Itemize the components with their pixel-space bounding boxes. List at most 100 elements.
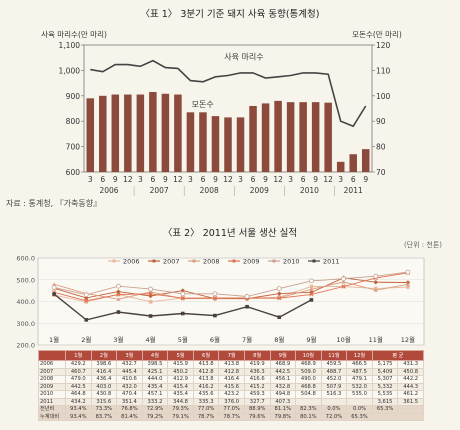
chart2-point bbox=[116, 289, 121, 294]
table-cell: 2007 bbox=[38, 367, 66, 376]
table-cell: 351.4 bbox=[116, 397, 143, 406]
table-cell: 504.8 bbox=[295, 390, 322, 399]
chart2-point bbox=[148, 300, 153, 304]
table-cell: 5,307 bbox=[371, 375, 399, 384]
chart1-bar bbox=[311, 102, 320, 172]
table-cell: 65.3% bbox=[346, 412, 373, 421]
chart2-point bbox=[245, 304, 249, 309]
chart1-left-tick: 1,000 bbox=[59, 66, 81, 75]
chart1-x-tick: 12 bbox=[173, 175, 183, 184]
chart2-y-tick: 400.0 bbox=[16, 298, 35, 306]
table-header-cell: 9월 bbox=[269, 350, 297, 361]
chart1-line-label: 사육 마리수 bbox=[224, 52, 263, 61]
table-cell: 79.8% bbox=[269, 412, 297, 421]
table-cell: 333.2 bbox=[141, 397, 169, 406]
chart2-point bbox=[148, 314, 153, 318]
chart2-point bbox=[245, 296, 249, 301]
chart1-bar bbox=[224, 117, 232, 172]
chart1-year-label: 2008 bbox=[200, 186, 219, 195]
table-cell bbox=[346, 397, 373, 406]
chart2-point bbox=[405, 270, 411, 275]
table-cell: 2009 bbox=[38, 382, 66, 391]
chart2-point bbox=[373, 275, 378, 281]
table-header-cell: 10월 bbox=[295, 350, 322, 361]
chart1-bar bbox=[161, 93, 170, 172]
table-cell: 78.7% bbox=[218, 412, 245, 421]
table-cell: 415.4 bbox=[167, 382, 194, 391]
chart2-legend-label: 2010 bbox=[283, 257, 300, 265]
chart1-bar bbox=[236, 117, 245, 172]
table-cell: 490.0 bbox=[295, 375, 322, 384]
chart1-x-tick: 9 bbox=[213, 175, 218, 184]
table-cell: 516.3 bbox=[320, 390, 348, 399]
chart2-point bbox=[148, 293, 153, 299]
table-row: 2007 460.7 416.4 445.4 425.1 450.2 412.8 412.8 4… bbox=[38, 367, 424, 376]
table-cell: 0.0% bbox=[346, 405, 373, 414]
chart1-line-series bbox=[90, 59, 367, 128]
table-cell: 442.5 bbox=[65, 382, 92, 391]
table-cell: 423.2 bbox=[218, 390, 245, 399]
table-cell: 436.4 bbox=[90, 375, 118, 384]
table-cell: 79.2% bbox=[141, 412, 169, 421]
chart2-point bbox=[213, 313, 217, 318]
table-cell: 487.5 bbox=[346, 367, 373, 376]
table-cell: 77.0% bbox=[218, 405, 245, 414]
table-row: 2011 434.2 315.6 351.4 333.2 344.8 335.3 376.0 3… bbox=[38, 397, 424, 406]
table-cell: 93.4% bbox=[65, 405, 92, 414]
chart1-x-tick: 9 bbox=[363, 175, 368, 184]
chart2-point bbox=[84, 291, 89, 296]
chart1-bar-label: 모돈수 bbox=[192, 100, 214, 109]
chart1-bar bbox=[199, 112, 207, 172]
chart2-point bbox=[148, 291, 153, 296]
table-cell: 80.1% bbox=[295, 412, 322, 421]
chart2-point bbox=[341, 284, 346, 289]
table-row: 누계대비 93.4% 83.7% 81.4% 79.2% 79.1% 78.7% 78.7% 7… bbox=[38, 412, 424, 421]
chart2-point bbox=[148, 286, 153, 292]
table-header-cell: 12월 bbox=[346, 350, 373, 361]
chart1-x-tick: 6 bbox=[301, 175, 306, 184]
chart1-x-tick: 6 bbox=[351, 175, 356, 184]
table-cell: 479.1 bbox=[346, 375, 373, 384]
table-cell: 77.0% bbox=[192, 405, 220, 414]
table-header-cell: 4월 bbox=[141, 350, 169, 361]
chart1-right-axis-label: 모돈수(만 마리) bbox=[352, 30, 402, 39]
chart2-point bbox=[309, 298, 314, 302]
chart2-point bbox=[309, 289, 314, 295]
table-cell: 450.8 bbox=[397, 367, 424, 376]
chart2-point bbox=[373, 288, 378, 292]
chart2-point bbox=[309, 287, 314, 291]
chart1-left-tick: 800 bbox=[66, 117, 81, 126]
chart1-right-tick: 100 bbox=[376, 92, 391, 101]
table-cell: 415.2 bbox=[243, 382, 271, 391]
chart2-y-tick: 500.0 bbox=[16, 276, 35, 284]
chart2-point bbox=[277, 295, 282, 299]
table-cell: 376.0 bbox=[218, 397, 245, 406]
chart2-x-tick: 11월 bbox=[369, 335, 383, 344]
chart1-year-label: 2011 bbox=[344, 186, 363, 195]
table-cell: 450.2 bbox=[167, 367, 194, 376]
table-row: 전년비 93.4% 73.3% 76.8% 72.9% 79.3% 77.0% 77.0% 88… bbox=[38, 405, 424, 414]
chart1-bar bbox=[174, 94, 182, 172]
table-cell: 82.3% bbox=[295, 405, 322, 414]
table-cell: 416.2 bbox=[192, 382, 220, 391]
chart2-point bbox=[373, 279, 379, 285]
chart2-point bbox=[341, 284, 346, 289]
table-row: 2009 442.5 403.0 432.0 435.4 415.4 416.2 415.6 4… bbox=[38, 382, 424, 391]
table-cell: 398.5 bbox=[141, 360, 169, 369]
chart1-year-label: 2009 bbox=[250, 186, 269, 195]
table-cell bbox=[295, 397, 322, 406]
chart2-point bbox=[180, 296, 185, 301]
chart2-legend-marker bbox=[192, 259, 196, 263]
table-cell: 452.0 bbox=[320, 375, 348, 384]
chart1-x-tick: 9 bbox=[313, 175, 318, 184]
chart2-x-tick: 4월 bbox=[146, 335, 156, 344]
table-cell: 79.3% bbox=[167, 405, 194, 414]
chart2-point bbox=[405, 280, 411, 285]
table-cell: 416.4 bbox=[218, 375, 245, 384]
chart1-x-tick: 3 bbox=[288, 175, 293, 184]
chart1-x-tick: 12 bbox=[123, 175, 133, 184]
chart2-point bbox=[212, 296, 218, 301]
chart1-bar bbox=[149, 91, 157, 172]
chart2-point bbox=[83, 292, 89, 298]
table-cell: 315.6 bbox=[90, 397, 118, 406]
